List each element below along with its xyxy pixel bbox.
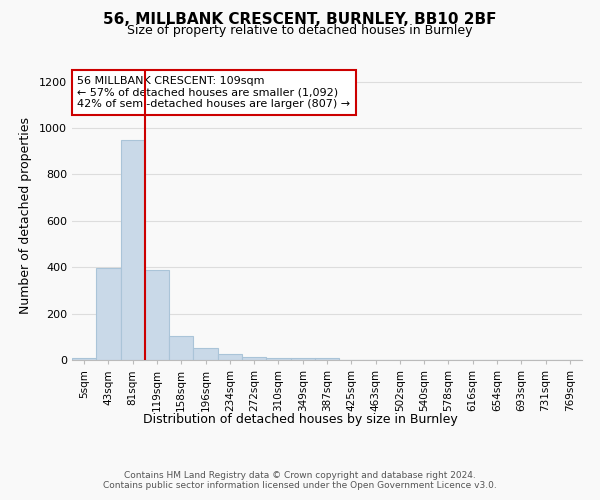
Bar [290,358,315,360]
Bar [96,268,121,360]
Text: Size of property relative to detached houses in Burnley: Size of property relative to detached ho… [127,24,473,37]
Bar [242,357,266,360]
Bar [169,336,193,360]
Bar [315,358,339,360]
Text: Contains HM Land Registry data © Crown copyright and database right 2024.
Contai: Contains HM Land Registry data © Crown c… [103,470,497,490]
Bar [266,358,290,360]
Bar [145,270,169,360]
Text: 56, MILLBANK CRESCENT, BURNLEY, BB10 2BF: 56, MILLBANK CRESCENT, BURNLEY, BB10 2BF [103,12,497,28]
Text: Distribution of detached houses by size in Burnley: Distribution of detached houses by size … [143,412,457,426]
Bar [121,140,145,360]
Bar [193,348,218,360]
Text: 56 MILLBANK CRESCENT: 109sqm
← 57% of detached houses are smaller (1,092)
42% of: 56 MILLBANK CRESCENT: 109sqm ← 57% of de… [77,76,350,109]
Bar [72,358,96,360]
Bar [218,354,242,360]
Y-axis label: Number of detached properties: Number of detached properties [19,116,32,314]
